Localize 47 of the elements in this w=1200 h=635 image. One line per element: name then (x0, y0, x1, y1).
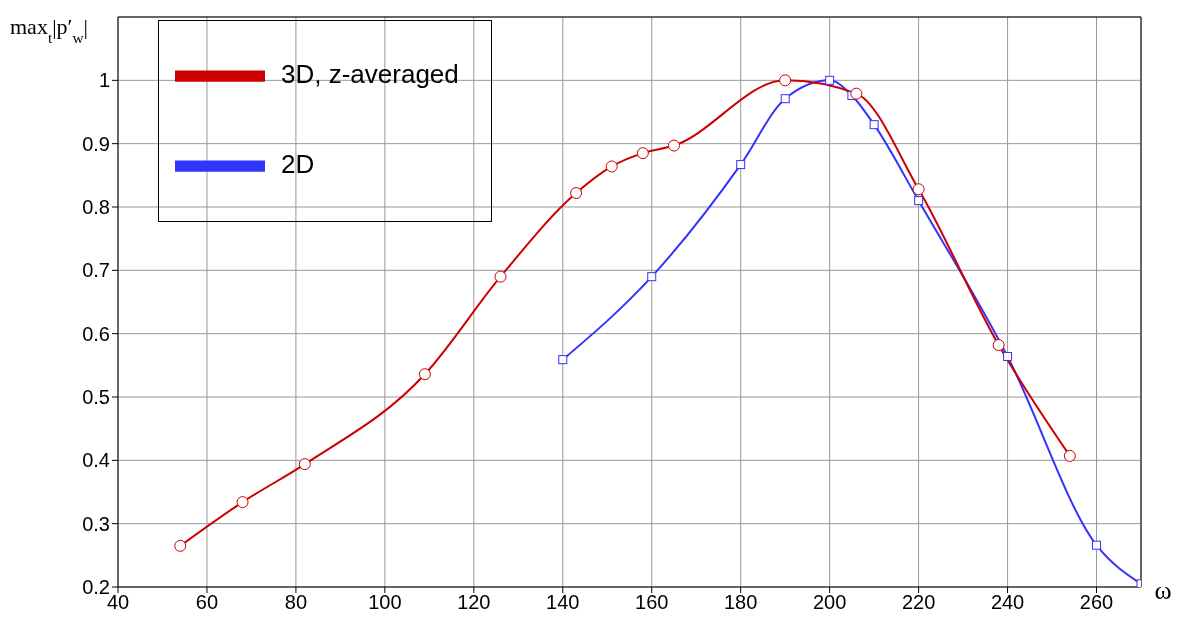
point (780, 94, 790, 104)
point (647, 272, 657, 282)
point (418, 368, 431, 381)
x-tick-label: 120 (457, 591, 491, 614)
y-tick-label: 0.6 (82, 322, 110, 345)
point (298, 458, 311, 471)
x-tick-label: 240 (990, 591, 1025, 614)
point (174, 539, 187, 552)
x-axis-title: ω (1154, 576, 1172, 605)
x-tick-label: 80 (284, 591, 308, 614)
point (667, 139, 680, 152)
y-tick-label: 0.4 (82, 449, 110, 472)
point (869, 120, 879, 130)
point (914, 196, 924, 206)
x-tick-label: 180 (724, 591, 758, 614)
point (825, 75, 835, 85)
x-tick-label: 220 (901, 591, 936, 614)
x-tick-label: 200 (812, 591, 847, 614)
x-tick-label: 60 (195, 591, 219, 614)
point (494, 270, 507, 283)
point (736, 160, 746, 170)
y-tick-label: 0.8 (82, 196, 110, 219)
point (992, 339, 1005, 352)
x-tick-label: 160 (635, 591, 669, 614)
y-tick-label: 0.2 (82, 576, 110, 599)
point (779, 74, 792, 87)
x-tick-label: 100 (368, 591, 402, 614)
legend-label: 2D (281, 148, 315, 179)
y-tick-label: 0.3 (82, 512, 110, 535)
point (605, 160, 618, 173)
point (850, 87, 863, 100)
legend-label: 3D, z-averaged (281, 58, 459, 89)
point (912, 183, 925, 196)
point (570, 187, 583, 200)
y-tick-label: 0.7 (82, 259, 110, 282)
point (636, 147, 649, 160)
point (1003, 351, 1013, 361)
point (236, 496, 249, 509)
point (558, 355, 568, 365)
point (1063, 449, 1076, 462)
y-tick-label: 0.5 (82, 386, 110, 409)
x-tick-label: 140 (546, 591, 580, 614)
y-tick-label: 1 (98, 69, 110, 92)
y-axis-title: max$_{t}$|p′$_{w}$| (10, 14, 88, 46)
point (1092, 540, 1102, 550)
y-tick-label: 0.9 (82, 132, 110, 155)
x-tick-label: 260 (1079, 591, 1114, 614)
